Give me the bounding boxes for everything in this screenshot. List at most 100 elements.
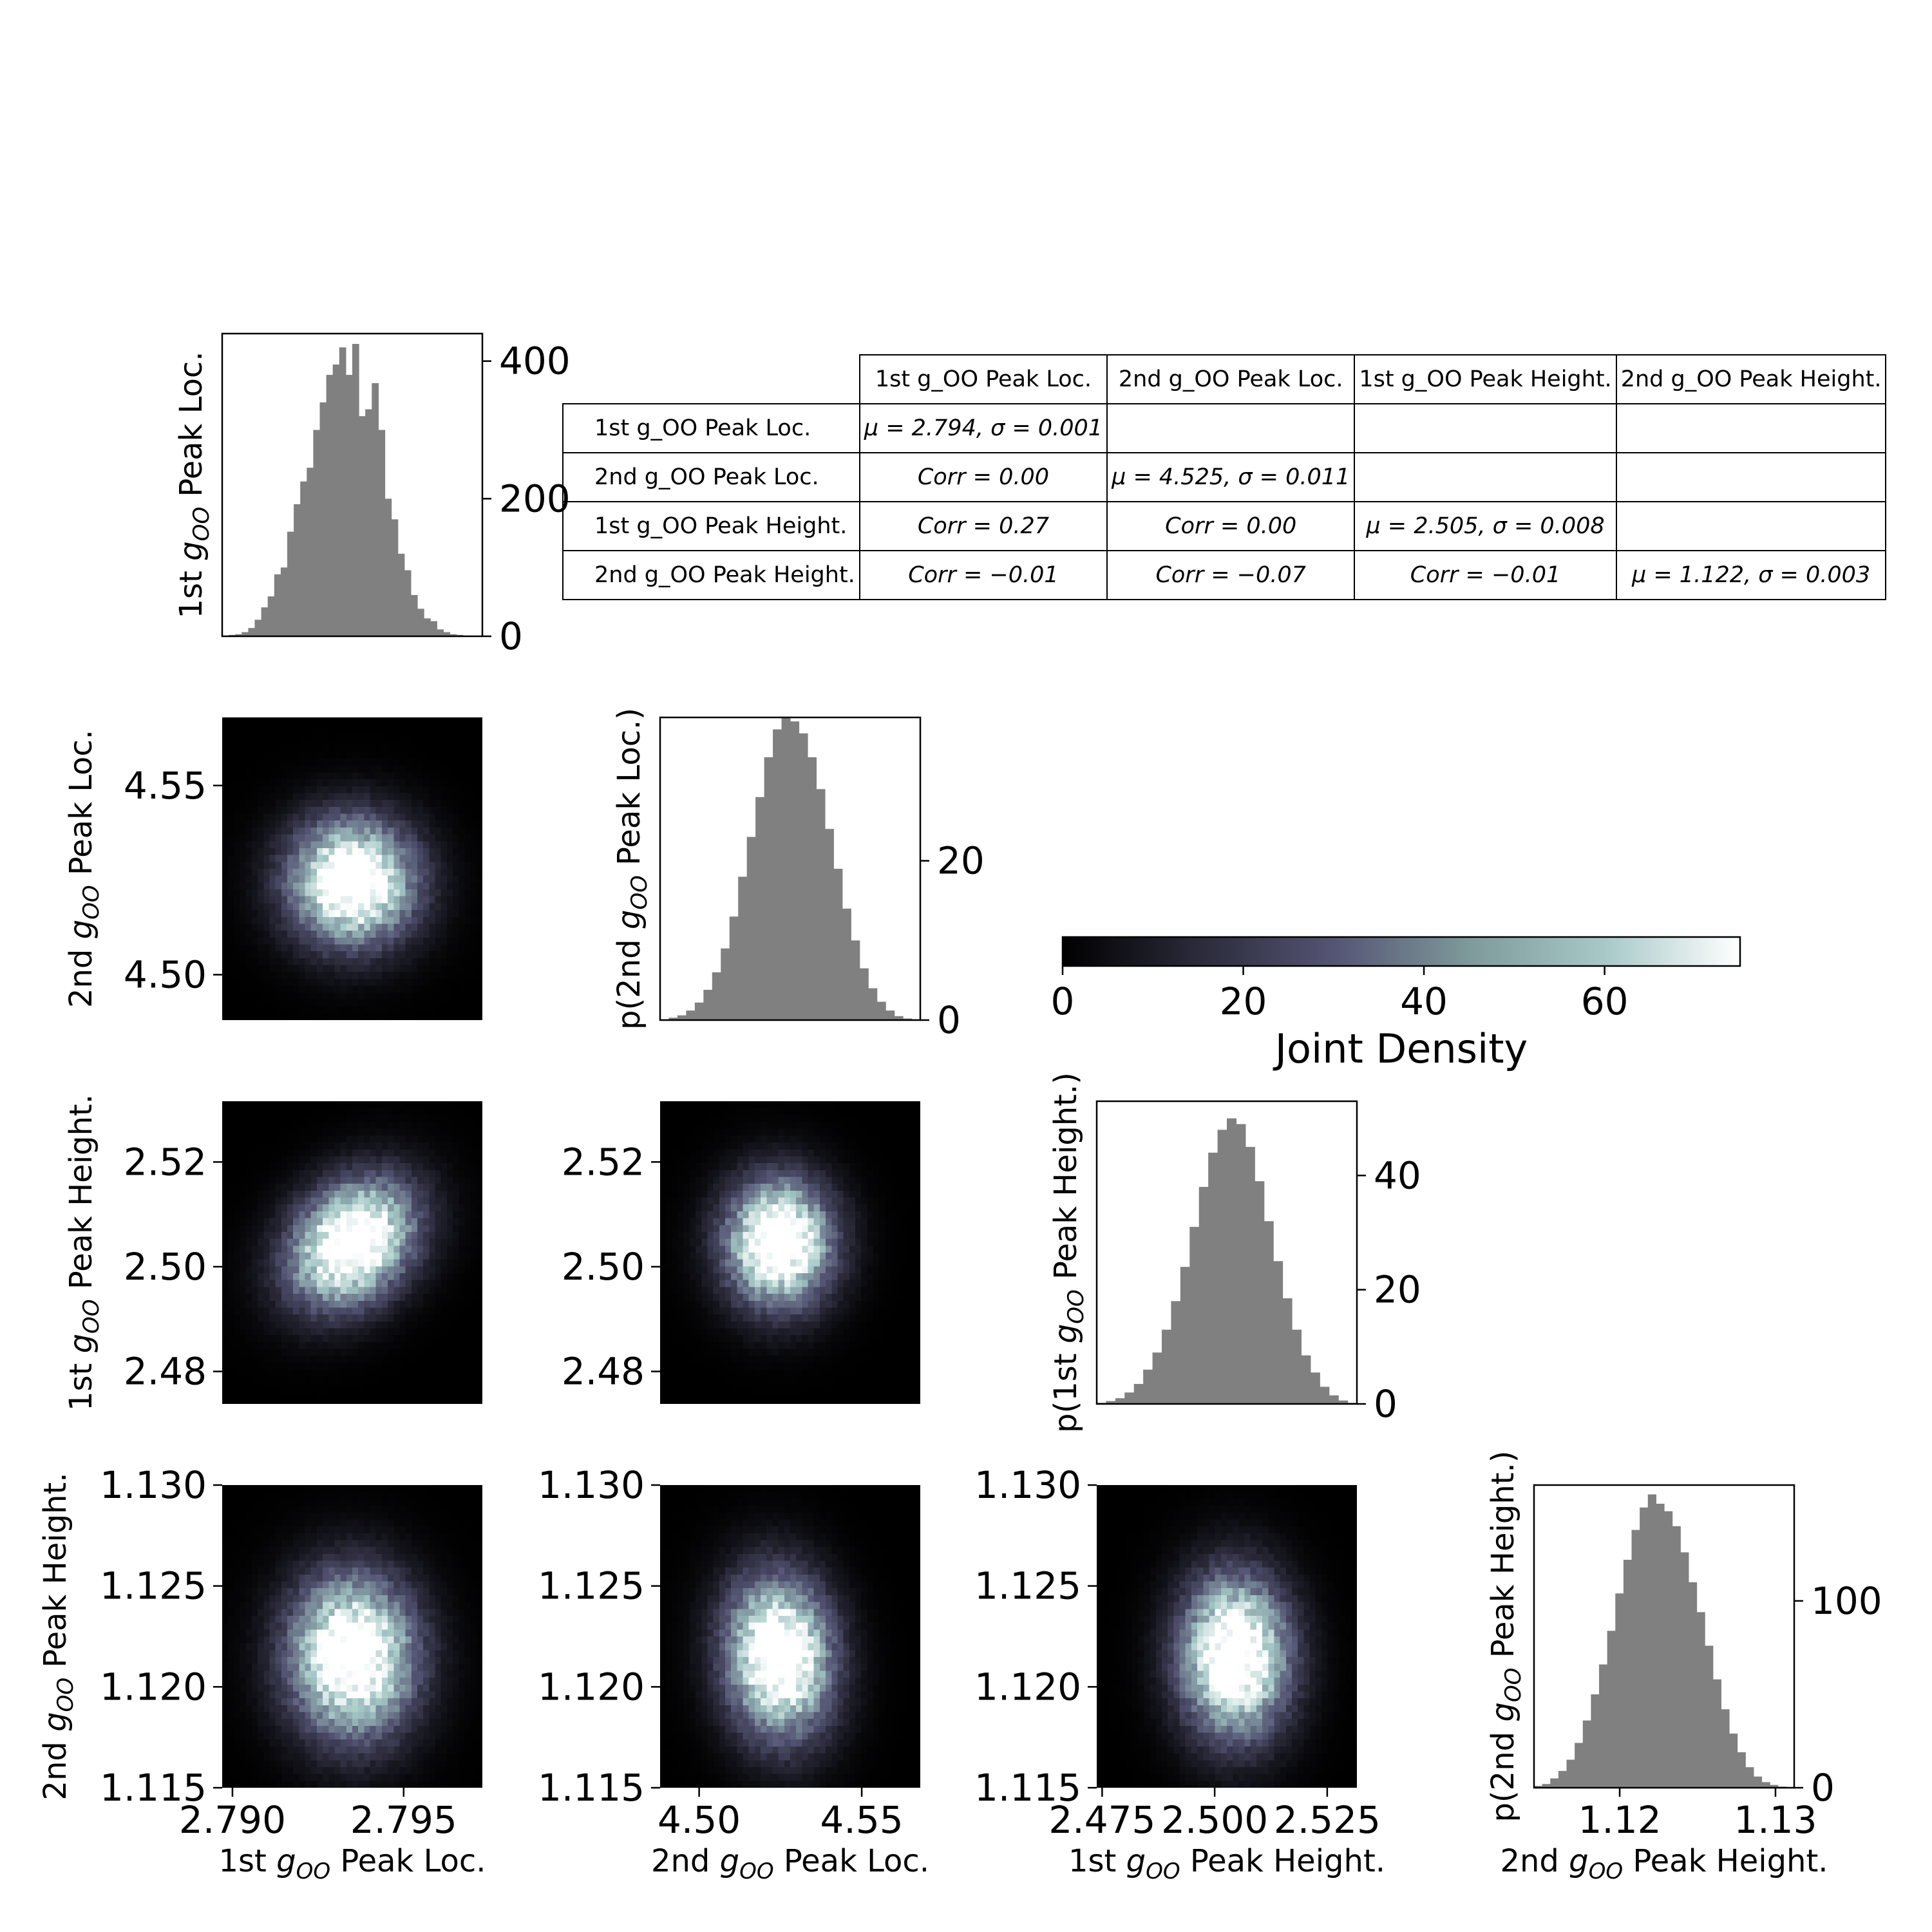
histogram-bar (261, 607, 269, 636)
histogram-bar (1737, 1752, 1746, 1788)
histogram-bar (1152, 1352, 1162, 1404)
histogram-bar (816, 789, 826, 1020)
stats-cell: μ = 2.794, σ = 0.001 (858, 403, 1108, 453)
histogram-y-tick-label: 200 (499, 477, 571, 520)
stats-cell: μ = 1.122, σ = 0.003 (1615, 550, 1887, 600)
histogram-bar (1623, 1560, 1633, 1788)
histogram-bar (1282, 1298, 1293, 1404)
histogram-bar (391, 519, 399, 636)
histogram-bar (851, 940, 860, 1020)
histogram-bar (397, 553, 405, 636)
histogram-bar (876, 1001, 886, 1020)
y-tick-label: 2.52 (124, 1140, 207, 1184)
x-tick-label: 1.12 (1578, 1798, 1661, 1842)
histogram-y-tick-label: 0 (1811, 1766, 1835, 1810)
histogram-bar (1310, 1372, 1320, 1404)
histogram-bar (313, 430, 321, 636)
histogram-bar (1582, 1720, 1591, 1788)
column-axis-label: 1st gOO Peak Loc. (218, 1843, 486, 1884)
histogram-bar (1607, 1631, 1616, 1788)
histogram-bar (1647, 1494, 1656, 1788)
histogram-bar (1705, 1645, 1714, 1788)
histogram-bar (410, 594, 418, 636)
histogram-bar (1245, 1146, 1255, 1404)
histogram-y-tick-label: 20 (937, 839, 985, 883)
y-tick-label: 1.115 (100, 1766, 207, 1810)
histogram-bar (287, 531, 294, 636)
histogram-y-tick-label: 0 (499, 614, 523, 658)
histogram-bar (1255, 1181, 1265, 1404)
histogram-bar (729, 916, 739, 1020)
y-tick-label: 1.125 (974, 1564, 1081, 1608)
histogram-bar (1770, 1785, 1779, 1788)
histogram-bar (326, 375, 334, 636)
stats-table-row: 1st g_OO Peak Loc. μ = 2.794, σ = 0.001 (562, 403, 1887, 453)
histogram-bar (1162, 1329, 1172, 1404)
histogram-bar (319, 402, 327, 636)
y-tick-label: 2.48 (562, 1350, 645, 1394)
histogram-bar (1180, 1267, 1190, 1404)
histogram-bar (1292, 1329, 1302, 1404)
stats-row-header: 1st g_OO Peak Height. (562, 501, 860, 551)
histogram-bar (274, 574, 281, 636)
histogram-panel: 0 100 p(2nd gOO Peak Height.) 1.12 1.13 (1485, 1450, 1882, 1842)
histogram-bar (833, 869, 843, 1020)
histogram-y-label: 1st gOO Peak Loc. (173, 351, 214, 618)
histogram-bar (267, 596, 275, 636)
column-axis-label: 1st gOO Peak Height. (1068, 1843, 1385, 1884)
colorbar (1061, 936, 1741, 967)
histogram-bar (1672, 1526, 1681, 1788)
x-tick-label: 1.13 (1734, 1798, 1817, 1842)
histogram-bar (746, 837, 756, 1020)
histogram-bar (1575, 1743, 1584, 1788)
y-tick-label: 2.50 (562, 1245, 645, 1289)
stats-cell: Corr = −0.01 (1354, 550, 1617, 600)
histogram-bar (332, 365, 340, 636)
histogram-bar (1236, 1124, 1246, 1404)
histogram-bar (694, 1002, 704, 1020)
histogram-bar (721, 948, 730, 1020)
histogram-bar (764, 757, 773, 1020)
histogram-bar (1640, 1507, 1649, 1788)
stats-col-header: 1st g_OO Peak Height. (1354, 354, 1617, 404)
y-tick-label: 2.52 (562, 1140, 645, 1184)
joint-density-heatmap (1097, 1485, 1357, 1788)
colorbar-tick-label: 20 (1220, 980, 1267, 1023)
histogram-bar (443, 632, 451, 636)
histogram-bar (1264, 1221, 1274, 1404)
joint-density-heatmap (222, 717, 482, 1020)
histogram-panel: 0 200 400 1st gOO Peak Loc. (173, 332, 571, 658)
histogram-bar (365, 409, 372, 636)
histogram-bar (868, 988, 878, 1020)
histogram-bar (235, 634, 242, 636)
histogram-bar (894, 1016, 904, 1020)
stats-table-row: 2nd g_OO Peak Height. Corr = −0.01 Corr … (562, 550, 1887, 600)
stats-table-header-row: 1st g_OO Peak Loc. 2nd g_OO Peak Loc. 1s… (563, 354, 1887, 404)
histogram-bar (1338, 1400, 1349, 1404)
x-tick-label: 2.500 (1161, 1798, 1268, 1842)
histogram-bar (1664, 1511, 1673, 1788)
histogram-bar (773, 729, 782, 1020)
stats-col-header: 2nd g_OO Peak Loc. (1106, 354, 1356, 404)
histogram-bar (1208, 1152, 1218, 1404)
histogram-bar (1301, 1355, 1311, 1404)
stats-cell (1354, 452, 1617, 502)
histogram-y-tick-label: 0 (937, 998, 961, 1042)
histogram-y-tick-label: 100 (1811, 1579, 1882, 1623)
joint-density-heatmap (660, 1101, 920, 1404)
histogram-bar (359, 416, 366, 636)
histogram-bar (1542, 1784, 1551, 1788)
histogram-y-tick-label: 40 (1374, 1153, 1421, 1197)
histogram-bar (807, 757, 817, 1020)
histogram-bar (1615, 1593, 1624, 1788)
histogram-panel: 0 20 40 p(1st gOO Peak Height.) (1048, 1072, 1421, 1433)
histogram-bar (1753, 1776, 1763, 1788)
histogram-bar (668, 1018, 678, 1020)
histogram-bar (1171, 1301, 1181, 1404)
histogram-bar (1227, 1118, 1237, 1404)
histogram-bar (824, 829, 834, 1020)
histogram-bar (430, 621, 437, 636)
y-tick-label: 1.120 (538, 1665, 645, 1709)
y-tick-label: 1.115 (974, 1766, 1081, 1810)
histogram-bar (799, 733, 808, 1020)
